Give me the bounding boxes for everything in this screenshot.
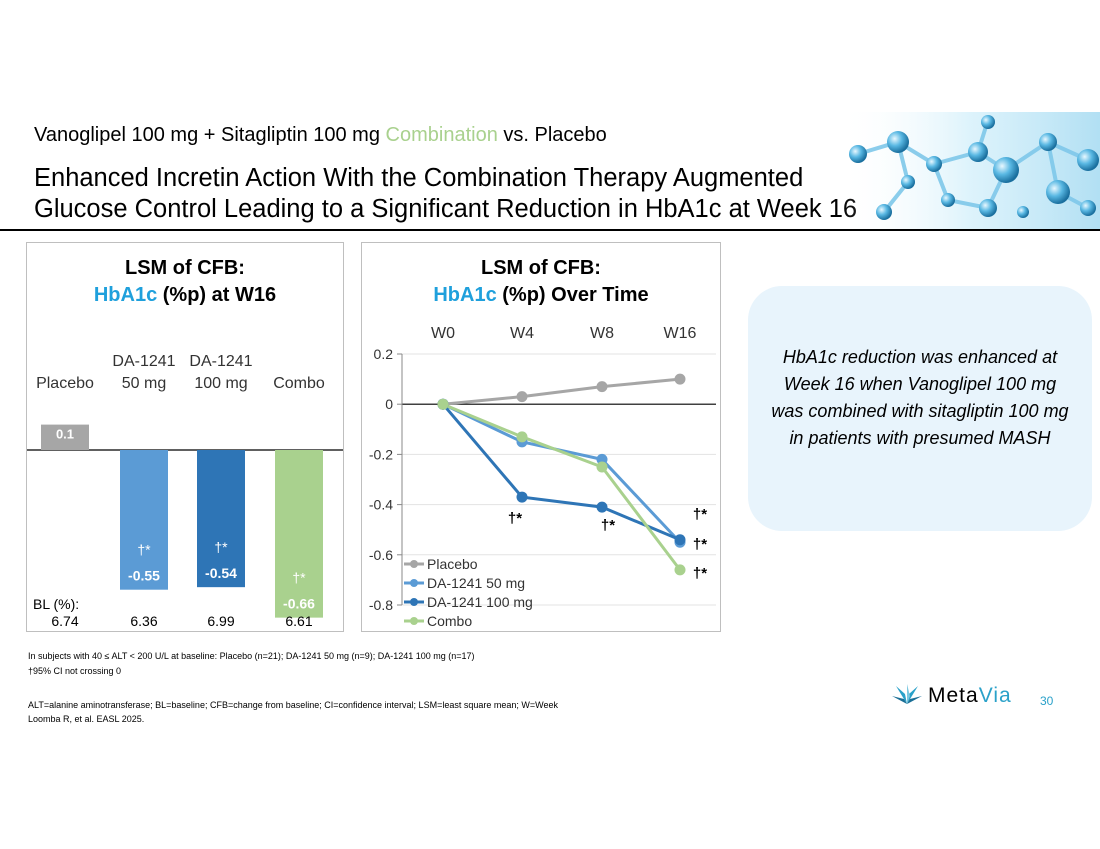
data-point [596, 381, 608, 393]
significance-mark: †* [214, 539, 228, 555]
bar-chart-title: LSM of CFB: HbA1c (%p) at W16 [27, 255, 343, 309]
legend-label: Placebo [427, 556, 478, 572]
category-label-line2: 100 mg [194, 375, 247, 392]
bar-value-label: -0.66 [283, 596, 315, 612]
line-chart-title-rest: (%p) Over Time [496, 284, 649, 306]
footnote-ci: †95% CI not crossing 0 [28, 666, 122, 676]
title-line-1: Enhanced Incretin Action With the Combin… [34, 164, 804, 192]
significance-mark: †* [693, 536, 707, 553]
bar-value-label: 0.1 [56, 427, 74, 442]
category-label-line1: DA-1241 [189, 353, 252, 370]
data-point [674, 534, 686, 546]
y-tick-label: 0.2 [374, 346, 394, 362]
data-point [437, 398, 449, 410]
data-point [596, 501, 608, 513]
series-line [441, 403, 681, 542]
footnote-subjects: In subjects with 40 ≤ ALT < 200 U/L at b… [28, 651, 475, 661]
molecule-decoration-image [838, 112, 1100, 230]
subtitle-accent: Combination [385, 124, 498, 146]
page-number: 30 [1040, 694, 1054, 708]
x-tick-label: W16 [664, 325, 697, 342]
bar-chart: Placebo 0.1 6.74 DA-1241 50 mg -0.55 †* 6.36 DA-… [27, 353, 343, 629]
logo-text-b: Via [978, 684, 1012, 707]
bar-chart-title-line1: LSM of CFB: [125, 257, 245, 279]
legend-label: DA-1241 100 mg [427, 594, 533, 610]
legend-swatch-marker [410, 560, 418, 568]
logo-text-a: Meta [928, 684, 979, 707]
legend-swatch-marker [410, 617, 418, 625]
bar [41, 424, 89, 450]
bar-chart-title-rest: (%p) at W16 [157, 284, 277, 306]
data-point [674, 373, 686, 385]
baseline-value: 6.61 [285, 613, 312, 629]
callout-box: HbA1c reduction was enhanced at Week 16 … [748, 286, 1092, 531]
y-tick-label: -0.2 [369, 446, 393, 462]
category-label-line2: Combo [273, 375, 325, 392]
y-tick-label: -0.4 [369, 497, 393, 513]
metavia-logo-icon [892, 684, 922, 704]
metavia-logo: MetaVia [928, 684, 1012, 708]
subtitle-text-a: Vanoglipel 100 mg + Sitagliptin 100 mg [34, 124, 386, 146]
significance-mark: †* [292, 570, 306, 586]
bar [197, 450, 245, 588]
baseline-value: 6.99 [207, 613, 234, 629]
line-chart-title-highlight: HbA1c [433, 284, 497, 306]
baseline-label: BL (%): [33, 596, 79, 612]
significance-mark: †* [601, 517, 615, 534]
y-tick-label: 0 [385, 396, 393, 412]
title-line-2: Glucose Control Leading to a Significant… [34, 195, 858, 223]
data-point [516, 491, 528, 503]
bar [275, 450, 323, 618]
data-point [596, 461, 608, 473]
significance-mark: †* [137, 542, 151, 558]
x-tick-label: W0 [431, 325, 455, 342]
bar-chart-title-line2: HbA1c (%p) at W16 [27, 282, 343, 309]
footnote-abbreviations: ALT=alanine aminotransferase; BL=baselin… [28, 700, 558, 710]
legend-label: Combo [427, 613, 472, 629]
bar [120, 450, 168, 590]
significance-mark: †* [693, 506, 707, 523]
bar-chart-title-highlight: HbA1c [93, 284, 158, 306]
title-divider [0, 229, 1100, 231]
callout-text: HbA1c reduction was enhanced at Week 16 … [771, 347, 1069, 448]
slide-title: Enhanced Incretin Action With the Combin… [34, 163, 857, 225]
significance-mark: †* [508, 510, 522, 527]
line-chart-title-line2: HbA1c (%p) Over Time [362, 282, 720, 309]
series-line [442, 377, 681, 406]
data-point [516, 391, 528, 403]
x-tick-label: W4 [510, 325, 534, 342]
line-chart-panel: LSM of CFB: HbA1c (%p) Over Time 0.2 0 -0.… [361, 242, 721, 632]
line-chart-title: LSM of CFB: HbA1c (%p) Over Time [362, 255, 720, 309]
data-point [674, 564, 686, 576]
category-label-line1: DA-1241 [112, 353, 175, 370]
bar-value-label: -0.54 [205, 565, 237, 581]
legend-swatch-marker [410, 579, 418, 587]
category-label-line2: Placebo [36, 375, 94, 392]
data-point [516, 431, 528, 443]
subtitle-text-b: vs. Placebo [497, 124, 607, 146]
bar-value-label: -0.55 [128, 568, 160, 584]
category-label-line2: 50 mg [122, 375, 166, 392]
footnote-reference: Loomba R, et al. EASL 2025. [28, 714, 145, 724]
line-chart-title-line1: LSM of CFB: [481, 257, 601, 279]
baseline-value: 6.36 [130, 613, 157, 629]
baseline-value: 6.74 [51, 613, 78, 629]
y-tick-label: -0.6 [369, 547, 393, 563]
bar-chart-panel: LSM of CFB: HbA1c (%p) at W16 Placebo 0.1… [26, 242, 344, 632]
legend-swatch-marker [410, 598, 418, 606]
line-chart: 0.2 0 -0.2 -0.4 -0.6 -0.8 W0 W4 W8 W16 †* †* †* †* †* P… [369, 325, 716, 629]
significance-mark: †* [693, 565, 707, 582]
legend-label: DA-1241 50 mg [427, 575, 525, 591]
data-point [596, 453, 608, 465]
slide-subtitle: Vanoglipel 100 mg + Sitagliptin 100 mg C… [34, 124, 607, 147]
series-line [442, 402, 682, 571]
y-tick-label: -0.8 [369, 597, 393, 613]
x-tick-label: W8 [590, 325, 614, 342]
